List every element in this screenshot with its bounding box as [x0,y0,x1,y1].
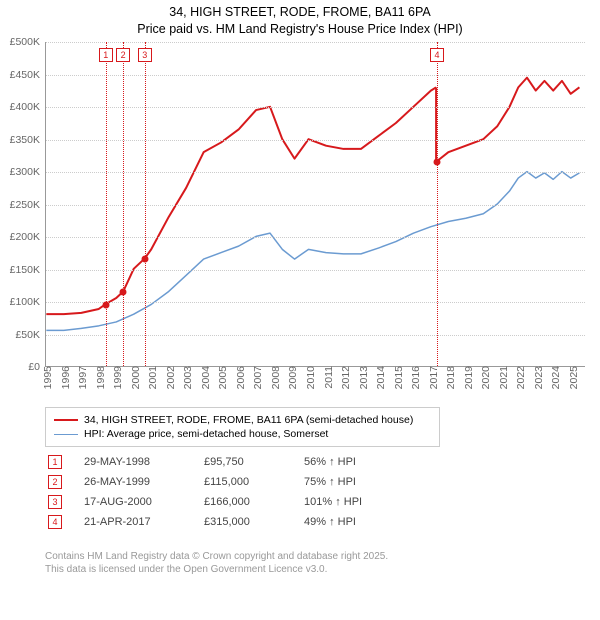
legend-swatch-price [54,419,78,421]
y-grid-line [46,140,585,141]
event-date: 29-MAY-1998 [84,456,204,468]
x-tick-label: 2000 [126,366,142,389]
footer-note: Contains HM Land Registry data © Crown c… [45,550,388,576]
x-tick-label: 2024 [546,366,562,389]
title-subtitle: Price paid vs. HM Land Registry's House … [0,21,600,38]
y-grid-line [46,172,585,173]
y-tick-label: £450K [10,69,46,81]
x-tick-label: 2019 [459,366,475,389]
event-marker: 1 [48,455,62,469]
x-tick-label: 2022 [511,366,527,389]
sale-dot [120,289,127,296]
x-tick-label: 2023 [529,366,545,389]
marker-vline [123,42,124,366]
event-price: £115,000 [204,476,304,488]
event-price: £166,000 [204,496,304,508]
footer-line2: This data is licensed under the Open Gov… [45,563,388,576]
x-tick-label: 2007 [248,366,264,389]
y-tick-label: £100K [10,296,46,308]
x-tick-label: 2005 [213,366,229,389]
marker-box: 3 [138,48,152,62]
y-grid-line [46,237,585,238]
x-tick-label: 2014 [371,366,387,389]
events-table: 1 29-MAY-1998£95,75056% ↑ HPI 2 26-MAY-1999… [48,452,362,532]
event-date: 26-MAY-1999 [84,476,204,488]
y-tick-label: £150K [10,264,46,276]
marker-box: 1 [99,48,113,62]
event-date: 17-AUG-2000 [84,496,204,508]
x-tick-label: 2013 [354,366,370,389]
event-pct: 75% ↑ HPI [304,476,356,488]
x-tick-label: 2025 [564,366,580,389]
event-row: 3 17-AUG-2000£166,000101% ↑ HPI [48,492,362,512]
event-pct: 49% ↑ HPI [304,516,356,528]
sale-dot [102,301,109,308]
x-tick-label: 2018 [441,366,457,389]
legend-swatch-hpi [54,434,78,435]
event-row: 4 21-APR-2017£315,00049% ↑ HPI [48,512,362,532]
x-tick-label: 2002 [161,366,177,389]
y-grid-line [46,107,585,108]
x-tick-label: 2006 [231,366,247,389]
x-tick-label: 2021 [494,366,510,389]
x-tick-label: 2003 [178,366,194,389]
x-tick-label: 2011 [319,366,335,389]
y-grid-line [46,205,585,206]
x-tick-label: 2009 [283,366,299,389]
y-tick-label: £250K [10,199,46,211]
y-grid-line [46,75,585,76]
sale-dot [433,159,440,166]
y-tick-label: £200K [10,231,46,243]
x-tick-label: 2015 [389,366,405,389]
y-tick-label: £400K [10,101,46,113]
x-tick-label: 1996 [56,366,72,389]
event-row: 2 26-MAY-1999£115,00075% ↑ HPI [48,472,362,492]
x-tick-label: 2012 [336,366,352,389]
x-tick-label: 2010 [301,366,317,389]
event-marker: 2 [48,475,62,489]
y-tick-label: £300K [10,166,46,178]
marker-box: 2 [116,48,130,62]
event-date: 21-APR-2017 [84,516,204,528]
legend-label-hpi: HPI: Average price, semi-detached house,… [84,428,328,440]
x-tick-label: 2008 [266,366,282,389]
y-grid-line [46,302,585,303]
marker-vline [106,42,107,366]
legend-label-price: 34, HIGH STREET, RODE, FROME, BA11 6PA (… [84,414,413,426]
event-row: 1 29-MAY-1998£95,75056% ↑ HPI [48,452,362,472]
y-tick-label: £350K [10,134,46,146]
x-tick-label: 1999 [108,366,124,389]
y-tick-label: £50K [15,329,46,341]
legend-row-price: 34, HIGH STREET, RODE, FROME, BA11 6PA (… [54,413,431,427]
legend-row-hpi: HPI: Average price, semi-detached house,… [54,427,431,441]
event-marker: 4 [48,515,62,529]
event-price: £95,750 [204,456,304,468]
x-tick-label: 2016 [406,366,422,389]
marker-vline [145,42,146,366]
footer-line1: Contains HM Land Registry data © Crown c… [45,550,388,563]
title-address: 34, HIGH STREET, RODE, FROME, BA11 6PA [0,4,600,21]
event-pct: 101% ↑ HPI [304,496,362,508]
event-marker: 3 [48,495,62,509]
legend-box: 34, HIGH STREET, RODE, FROME, BA11 6PA (… [45,407,440,447]
marker-vline [437,42,438,366]
sale-dot [141,256,148,263]
x-tick-label: 2004 [196,366,212,389]
x-tick-label: 2020 [476,366,492,389]
x-tick-label: 2001 [143,366,159,389]
x-tick-label: 1995 [38,366,54,389]
y-grid-line [46,270,585,271]
x-tick-label: 2017 [424,366,440,389]
chart-container: 34, HIGH STREET, RODE, FROME, BA11 6PA P… [0,0,600,620]
x-tick-label: 1998 [91,366,107,389]
event-pct: 56% ↑ HPI [304,456,356,468]
y-tick-label: £500K [10,36,46,48]
event-price: £315,000 [204,516,304,528]
marker-box: 4 [430,48,444,62]
y-grid-line [46,42,585,43]
x-tick-label: 1997 [73,366,89,389]
y-grid-line [46,335,585,336]
plot-area: £0£50K£100K£150K£200K£250K£300K£350K£400… [45,42,585,367]
title-block: 34, HIGH STREET, RODE, FROME, BA11 6PA P… [0,0,600,38]
